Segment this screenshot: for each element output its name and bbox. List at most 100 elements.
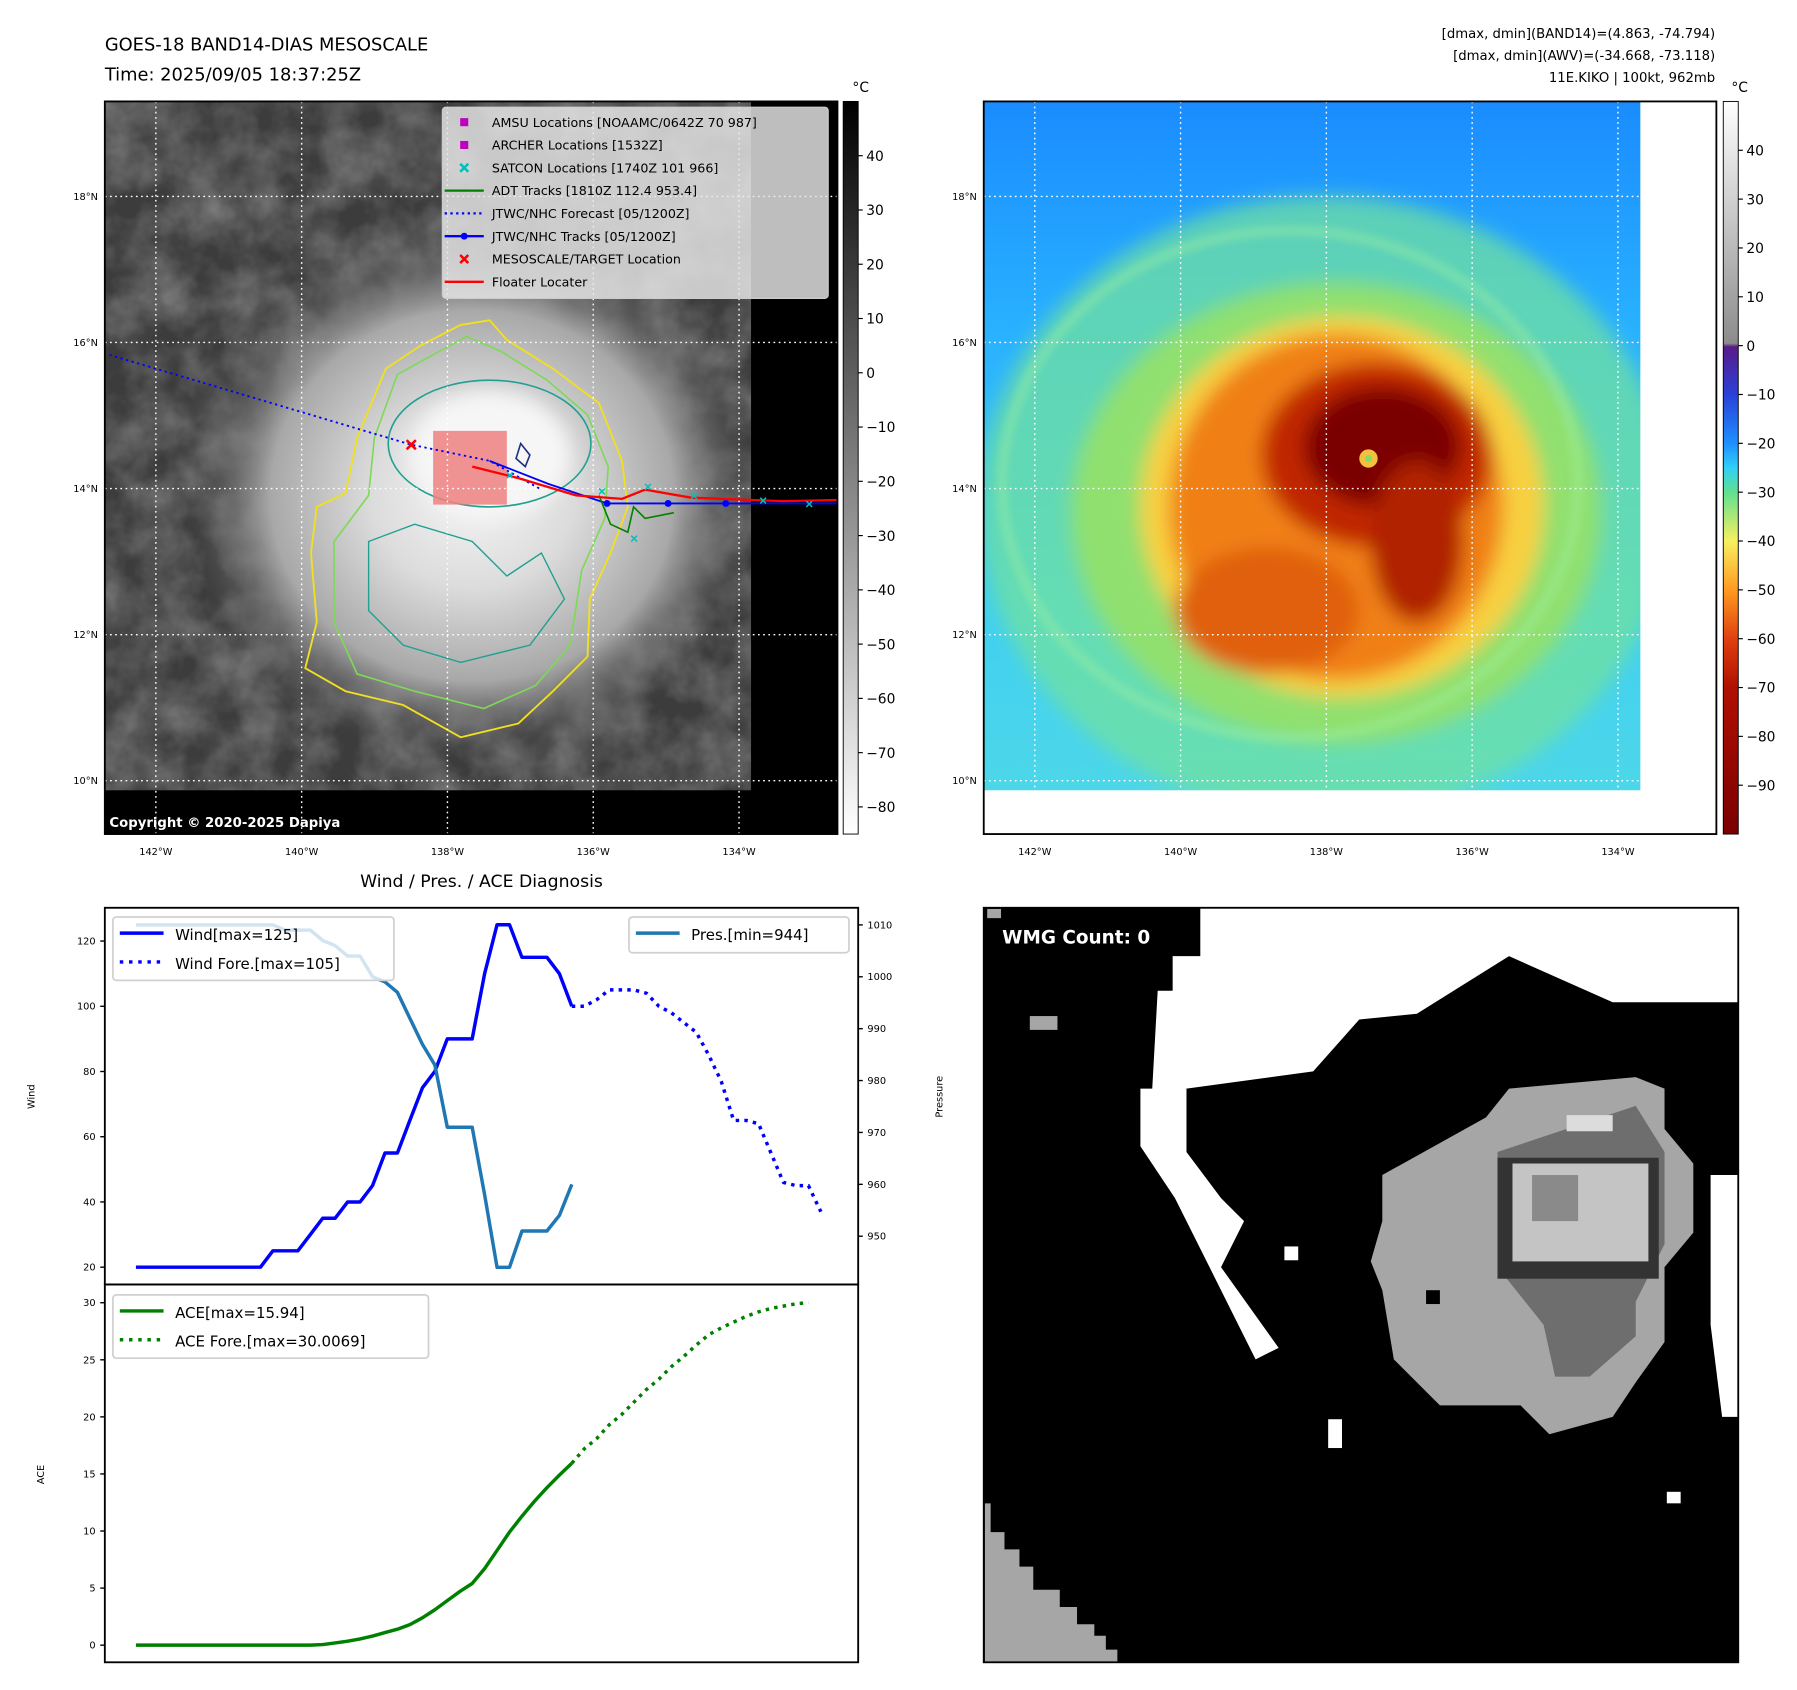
square-marker-icon	[460, 118, 469, 127]
mesoscale-target-marker	[405, 439, 417, 451]
ace-chart-ytick-label: 30	[83, 1298, 95, 1309]
wind-axis-label: Wind	[27, 1084, 38, 1109]
ir-map-frame	[103, 100, 839, 835]
awv-colorbar-tick-label: −20	[1746, 437, 1775, 453]
wind-chart-ytick-label: 80	[83, 1067, 95, 1078]
ir-colorbar-tick-label: 40	[866, 149, 884, 165]
awv-colorbar-tick-label: 10	[1746, 290, 1764, 306]
ir-legend: AMSU Locations [NOAAMC/0642Z 70 987] ARCH…	[441, 106, 829, 299]
jtwc-track-points	[603, 499, 730, 507]
ace-axes: 0 5 10 15 20 25 30	[83, 1298, 105, 1652]
navy-contour	[515, 441, 531, 468]
wmg-pixel	[1284, 1246, 1299, 1261]
square-marker-icon	[460, 140, 469, 150]
diagnosis-chart-title: Wind / Pres. / ACE Diagnosis	[360, 872, 603, 892]
wind-chart-ytick-label: 120	[77, 937, 96, 948]
ir-map-lat-tick-label: 10°N	[73, 776, 98, 787]
dot-marker-icon	[460, 232, 468, 240]
ir-colorbar-tick-label: −80	[866, 800, 895, 816]
awv-map-lon-tick-label: 134°W	[1601, 847, 1635, 858]
ace-legend: ACE[max=15.94] ACE Fore.[max=30.0069]	[112, 1293, 430, 1360]
awv-colorbar-tick-label: −70	[1746, 681, 1775, 697]
ir-colorbar-tick-label: −50	[866, 637, 895, 653]
wmg-white-region-east	[1710, 1175, 1739, 1417]
ace-plot	[135, 1300, 809, 1647]
awv-stats: [dmax, dmin](AWV)=(-34.668, -73.118)	[1453, 49, 1715, 64]
wind-chart-y2tick-label: 960	[867, 1180, 886, 1191]
wind-legend-label: Wind[max=125]	[175, 926, 298, 944]
ace-chart-ytick-label: 5	[89, 1584, 95, 1595]
ir-colorbar-tick-label: −10	[866, 420, 895, 436]
ir-colorbar	[842, 100, 859, 835]
awv-colorbar-tick-label: −80	[1746, 730, 1775, 746]
legend-label: Floater Locater	[492, 274, 588, 289]
ir-colorbar-tick-label: −70	[866, 746, 895, 762]
floater-locater-line	[472, 465, 838, 503]
storm-info: 11E.KIKO | 100kt, 962mb	[1549, 71, 1715, 86]
ir-colorbar-ticks: 40 30 20 10 0 −10 −20 −30 −40 −50 −60 −70 −80	[858, 149, 895, 816]
wind-chart-series-wind	[135, 922, 574, 1269]
green-contour	[333, 335, 610, 710]
awv-map-lon-tick-label: 140°W	[1164, 847, 1198, 858]
figure-title: GOES-18 BAND14-DIAS MESOSCALE	[105, 35, 428, 56]
wmg-eye-detail	[1532, 1175, 1579, 1222]
teal-contour	[387, 379, 592, 508]
wmg-pixel	[987, 908, 1002, 919]
wmg-white-region-west	[1140, 1088, 1279, 1360]
forecast-track	[109, 353, 542, 491]
wind-chart-y2tick-label: 1000	[867, 972, 892, 983]
legend-item: ADT Tracks [1810Z 112.4 953.4]	[444, 183, 697, 198]
awv-map-ticks: 142°W 140°W 138°W 136°W 134°W 18°N 16°N 14°N 12°…	[952, 192, 1635, 858]
ace-legend-label: ACE[max=15.94]	[175, 1304, 305, 1322]
awv-colorbar-tick-label: −60	[1746, 632, 1775, 648]
legend-item: JTWC/NHC Tracks [05/1200Z]	[444, 229, 676, 244]
legend-item: JTWC/NHC Forecast [05/1200Z]	[444, 206, 689, 221]
wind-chart-y2tick-label: 970	[867, 1128, 886, 1139]
wind-chart-series-wind-fore-	[571, 988, 823, 1213]
wmg-gray-region-southwest	[984, 1503, 1118, 1663]
awv-map-lon-tick-label: 142°W	[1018, 847, 1052, 858]
awv-colorbar-tick-label: 40	[1746, 143, 1764, 159]
legend-box	[441, 106, 829, 299]
awv-colorbar-tick-label: −40	[1746, 534, 1775, 550]
wmg-eye-detail-north	[1566, 1115, 1613, 1132]
wmg-white-region-north	[1151, 907, 1739, 1095]
ace-chart-ytick-label: 20	[83, 1412, 95, 1423]
awv-map-lat-tick-label: 14°N	[952, 484, 977, 495]
legend-label: JTWC/NHC Tracks [05/1200Z]	[491, 229, 676, 244]
awv-map-lon-tick-label: 136°W	[1456, 847, 1490, 858]
awv-colorbar-tick-label: −90	[1746, 778, 1775, 794]
ir-satellite-map: AMSU Locations [NOAAMC/0642Z 70 987] ARCH…	[104, 101, 838, 835]
ir-map-lon-tick-label: 136°W	[577, 847, 611, 858]
ir-map-lon-tick-label: 140°W	[285, 847, 319, 858]
satcon-markers	[506, 471, 813, 542]
legend-label: ADT Tracks [1810Z 112.4 953.4]	[492, 183, 697, 198]
awv-colorbar-tick-label: 0	[1746, 339, 1755, 355]
storm-eye-center	[1365, 455, 1372, 462]
awv-map-lat-tick-label: 18°N	[952, 192, 977, 203]
awv-no-data-east	[1640, 101, 1717, 835]
ir-colorbar-tick-label: 0	[866, 366, 875, 382]
copyright-text: Copyright © 2020-2025 Dapiya	[109, 816, 340, 831]
awv-colorbar-ticks: 40 30 20 10 0 −10 −20 −30 −40 −50 −60 −70 −80 −90	[1738, 143, 1775, 794]
yellow-contour	[304, 319, 629, 739]
ir-map-lat-tick-label: 12°N	[73, 630, 98, 641]
legend-label: AMSU Locations [NOAAMC/0642Z 70 987]	[492, 115, 757, 130]
awv-colorbar-unit: °C	[1731, 80, 1748, 96]
legend-item: AMSU Locations [NOAAMC/0642Z 70 987]	[460, 115, 757, 130]
wind-chart-ytick-label: 20	[83, 1263, 95, 1274]
awv-colorbar-tick-label: −30	[1746, 485, 1775, 501]
legend-label: SATCON Locations [1740Z 101 966]	[492, 160, 718, 175]
jtwc-track	[489, 459, 838, 505]
ir-colorbar-tick-label: 20	[866, 257, 884, 273]
ace-chart-ytick-label: 25	[83, 1355, 95, 1366]
ir-map-lon-tick-label: 142°W	[139, 847, 173, 858]
ace-chart-ytick-label: 0	[89, 1641, 95, 1652]
x-marker-icon	[459, 254, 470, 264]
awv-map-lat-tick-label: 10°N	[952, 776, 977, 787]
ir-map-lat-tick-label: 16°N	[73, 338, 98, 349]
pressure-legend: Pres.[min=944]	[628, 916, 850, 954]
awv-colorbar-tick-label: 20	[1746, 241, 1764, 257]
